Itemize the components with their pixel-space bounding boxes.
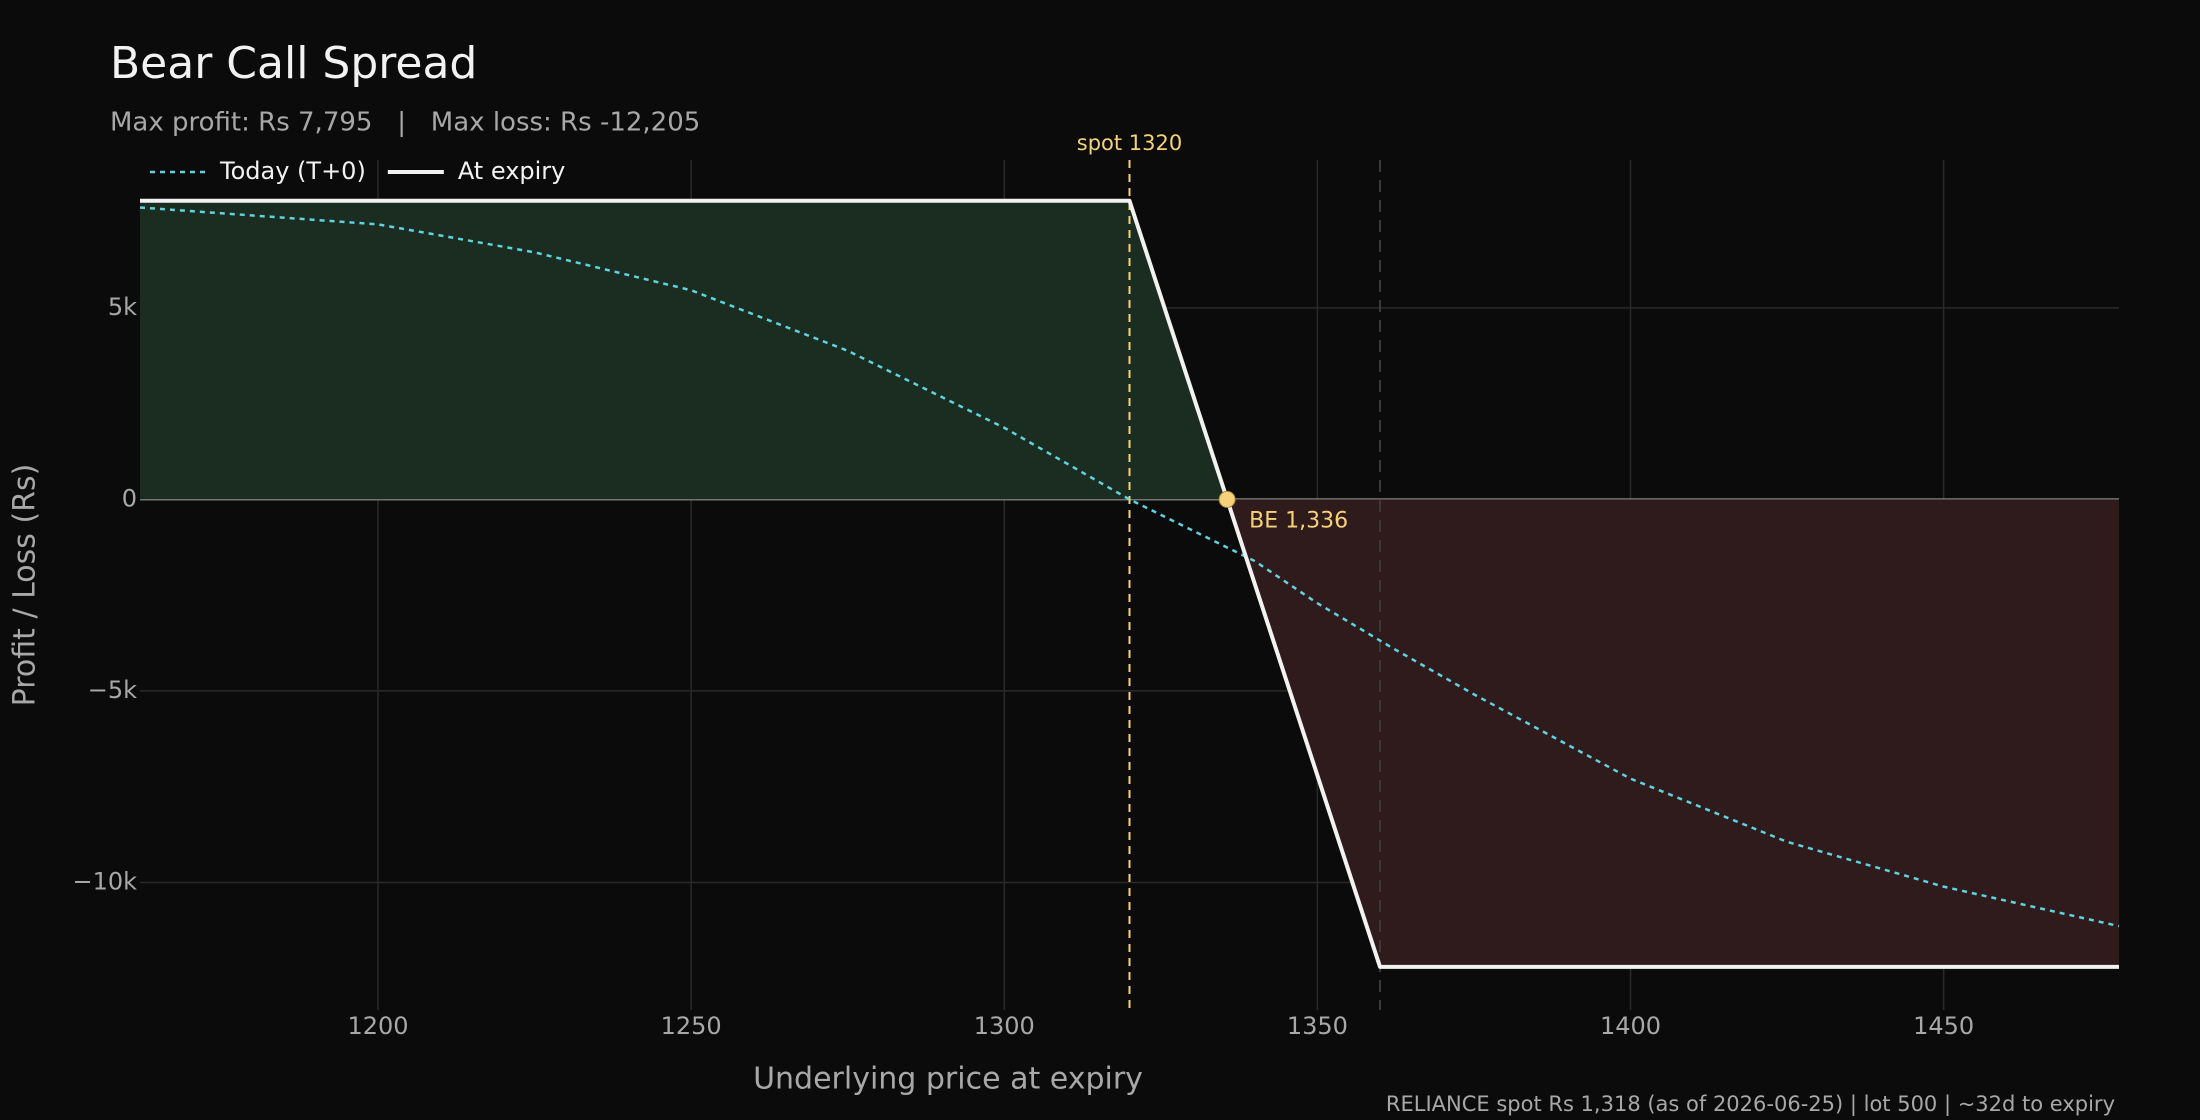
loss-zone: [1227, 499, 2119, 967]
breakeven-marker: [1218, 490, 1236, 508]
chart-title: Bear Call Spread: [110, 38, 477, 89]
y-tick-label: −10k: [72, 867, 137, 895]
legend-label: Today (T+0): [219, 157, 366, 185]
y-tick-label: 0: [122, 484, 137, 512]
y-axis-title: Profit / Loss (Rs): [8, 464, 43, 707]
y-tick-label: 5k: [108, 293, 137, 321]
x-tick-label: 1400: [1600, 1012, 1661, 1040]
x-tick-label: 1350: [1287, 1012, 1348, 1040]
x-tick-label: 1300: [974, 1012, 1035, 1040]
series-line: [139, 206, 2120, 928]
x-tick-label: 1450: [1913, 1012, 1974, 1040]
x-tick-label: 1200: [347, 1012, 408, 1040]
legend-label: At expiry: [458, 157, 566, 185]
spot-label: spot 1320: [1077, 131, 1182, 155]
x-tick-label: 1250: [661, 1012, 722, 1040]
breakeven-label: BE 1,336: [1249, 508, 1348, 533]
series-line: [140, 198, 2119, 969]
y-tick-label: −5k: [88, 676, 137, 704]
chart-subtitle: Max profit: Rs 7,795 | Max loss: Rs -12,…: [110, 108, 700, 138]
footer-note: RELIANCE spot Rs 1,318 (as of 2026-06-25…: [1386, 1092, 2115, 1117]
x-axis-title: Underlying price at expiry: [753, 1062, 1143, 1097]
